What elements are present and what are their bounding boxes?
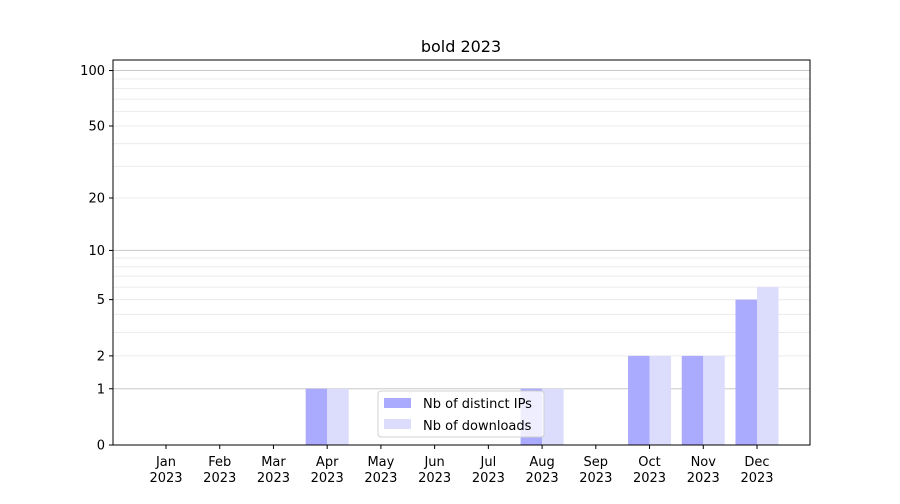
x-tick-label: Jun 2023: [418, 455, 451, 486]
bar-downloads: [542, 388, 564, 445]
y-axis: 0 1 2 5 10 20 50 100: [80, 64, 113, 454]
x-tick-label: Mar 2023: [257, 455, 290, 486]
y-tick-label: 100: [80, 64, 105, 79]
bar-downloads: [327, 388, 349, 445]
bar-downloads: [703, 355, 725, 445]
y-tick-label: 1: [97, 382, 105, 397]
x-tick-label: May 2023: [364, 455, 397, 486]
x-tick-label: Oct 2023: [633, 455, 666, 486]
chart-title: bold 2023: [421, 37, 501, 56]
plot-frame: [112, 59, 811, 446]
y-tick-label: 2: [97, 349, 105, 364]
bar-distinct-ips: [735, 299, 757, 445]
x-tick-label: Dec 2023: [740, 455, 773, 486]
bar-downloads: [757, 287, 779, 445]
legend-swatch-downloads: [384, 419, 411, 429]
legend-label-downloads: Nb of downloads: [423, 419, 532, 434]
y-tick-label: 50: [88, 119, 105, 134]
grid: [113, 70, 810, 390]
x-tick-label: Apr 2023: [311, 455, 344, 486]
legend-swatch-distinct-ips: [384, 398, 411, 408]
x-tick-label: Aug 2023: [526, 455, 559, 486]
x-tick-label: Sep 2023: [579, 455, 612, 486]
bar-distinct-ips: [681, 355, 704, 445]
y-tick-label: 20: [88, 191, 105, 206]
x-axis: Jan 2023 Feb 2023 Mar 2023 Apr 2023 May 2023 Jun 20…: [149, 445, 774, 486]
y-tick-label: 5: [97, 293, 105, 308]
x-tick-label: Feb 2023: [203, 455, 236, 486]
x-tick-label: Jan 2023: [149, 455, 182, 486]
bar-distinct-ips: [305, 388, 328, 445]
bar-downloads: [649, 355, 672, 445]
x-tick-label: Jul 2023: [472, 455, 505, 486]
y-tick-label: 10: [88, 244, 105, 259]
x-tick-label: Nov 2023: [687, 455, 720, 486]
legend: Nb of distinct IPs Nb of downloads: [377, 390, 545, 438]
y-tick-label: 0: [97, 439, 105, 454]
legend-frame: [377, 390, 545, 438]
legend-label-distinct-ips: Nb of distinct IPs: [423, 397, 532, 412]
bar-distinct-ips: [628, 355, 650, 445]
